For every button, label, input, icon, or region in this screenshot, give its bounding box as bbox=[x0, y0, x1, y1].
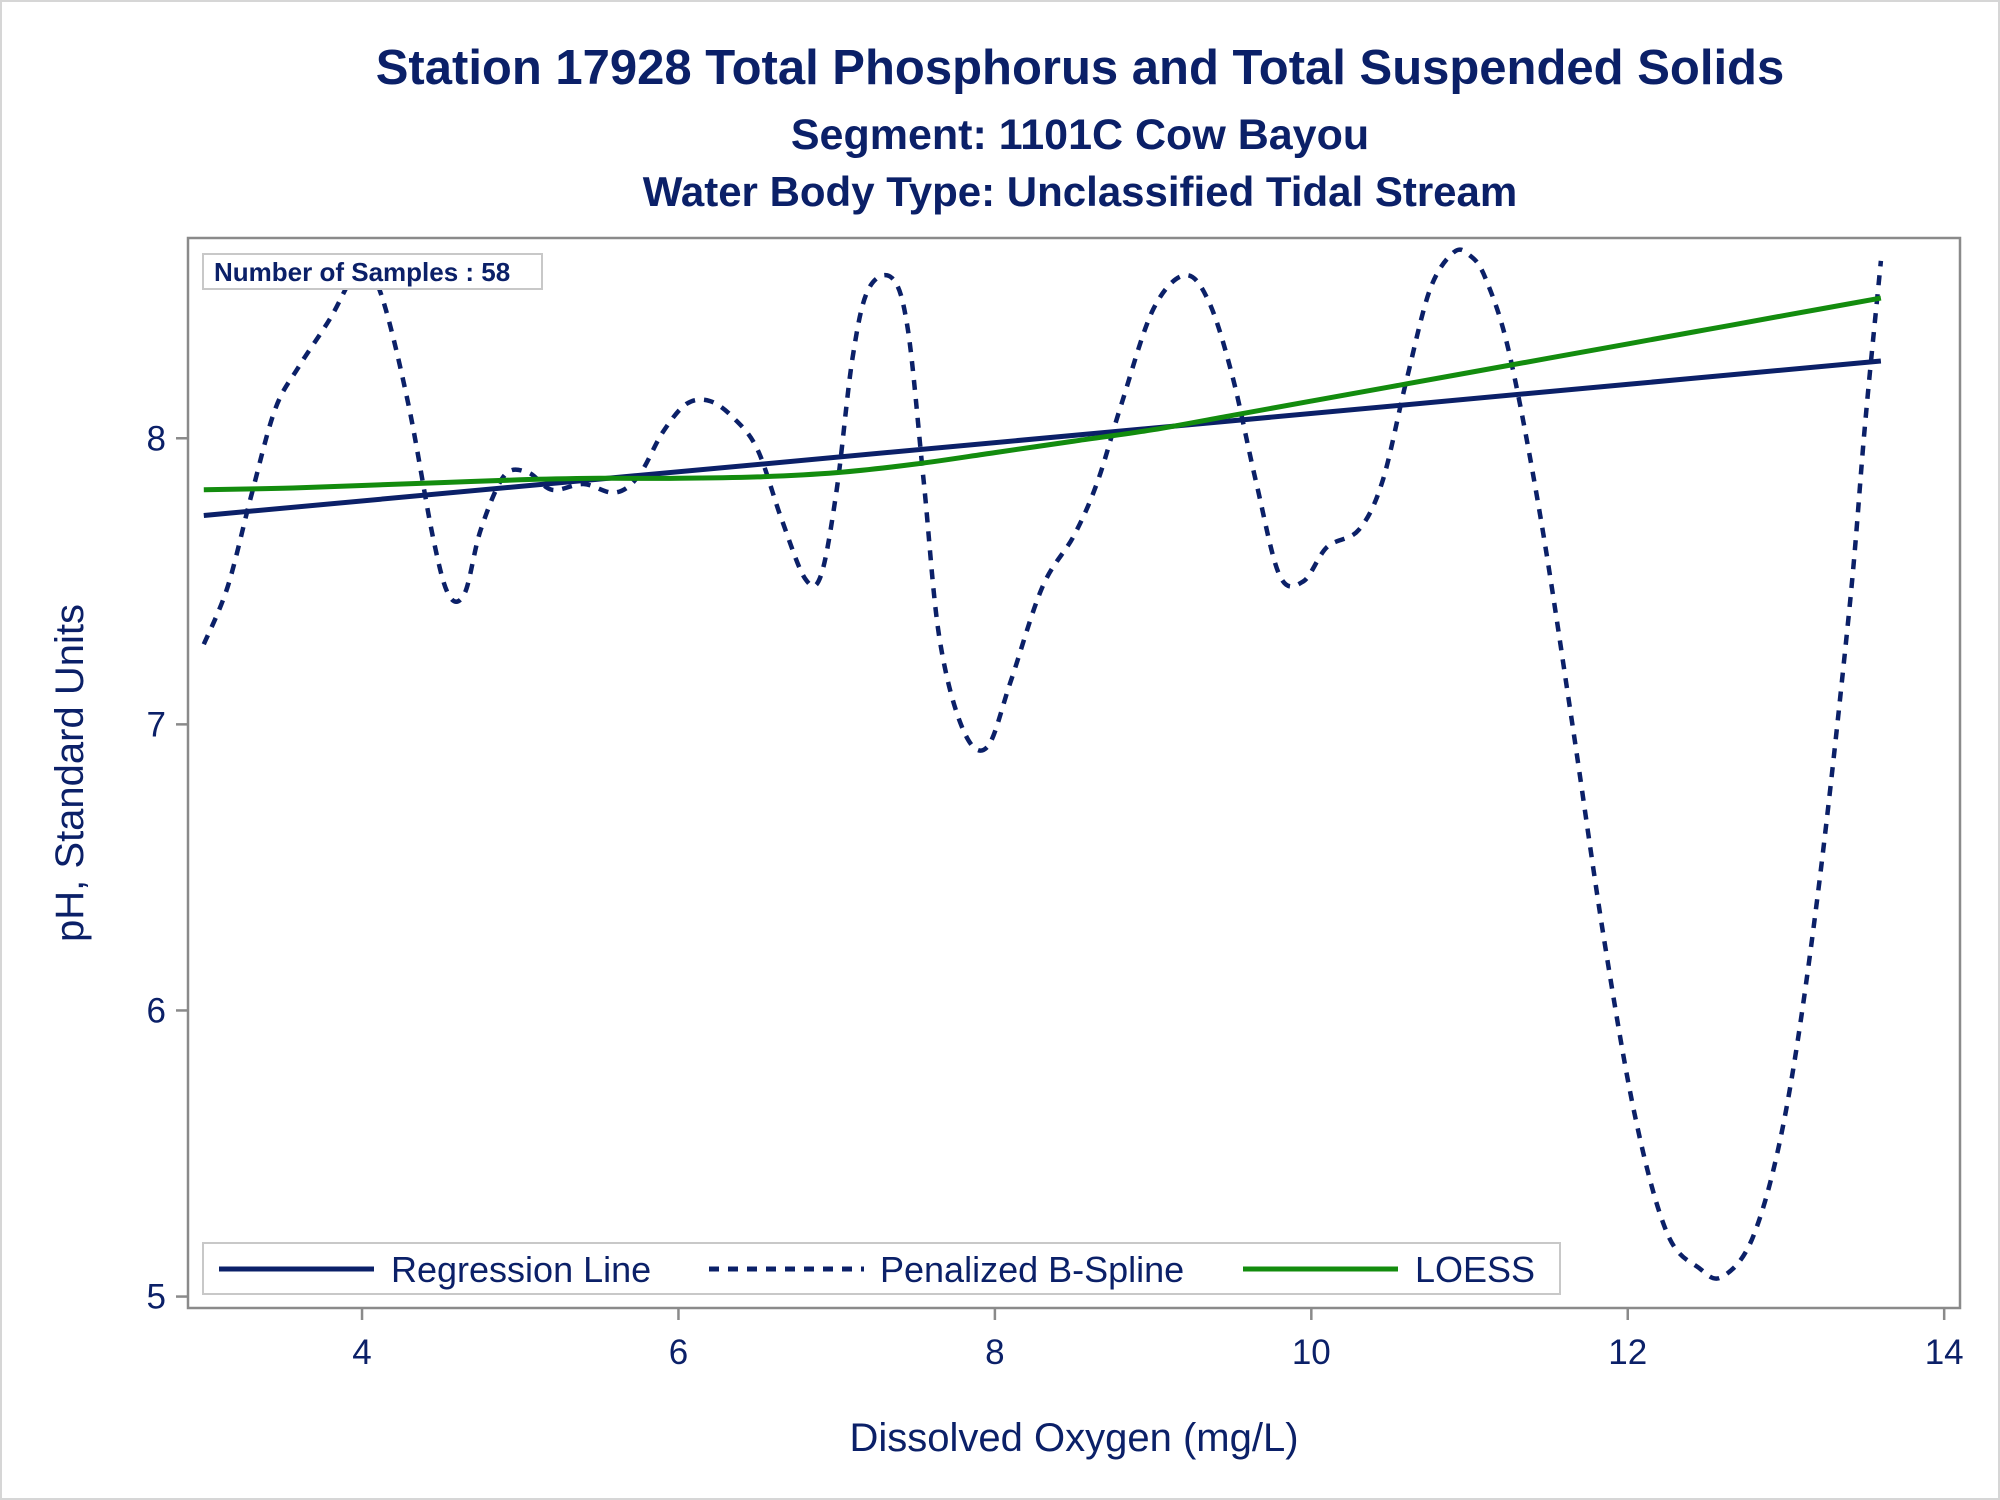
penalized-b-spline bbox=[201, 247, 1884, 1281]
chart-title: Station 17928 Total Phosphorus and Total… bbox=[376, 41, 1785, 95]
x-tick-label: 12 bbox=[1608, 1333, 1647, 1372]
regression-line bbox=[203, 358, 1882, 518]
y-axis-label: pH, Standard Units bbox=[48, 604, 92, 942]
series-layer bbox=[201, 247, 1884, 1281]
x-tick-label: 10 bbox=[1292, 1333, 1331, 1372]
y-tick-label: 8 bbox=[147, 419, 166, 458]
x-tick-label: 6 bbox=[669, 1333, 688, 1372]
legend-label-regression: Regression Line bbox=[391, 1249, 651, 1290]
legend: Regression Line Penalized B-Spline LOESS bbox=[202, 1242, 1561, 1295]
y-axis: 5 6 7 8 bbox=[147, 419, 188, 1317]
legend-label-spline: Penalized B-Spline bbox=[880, 1249, 1184, 1290]
chart-subtitle-waterbody: Water Body Type: Unclassified Tidal Stre… bbox=[643, 168, 1517, 215]
y-tick-label: 7 bbox=[147, 705, 166, 744]
x-tick-label: 8 bbox=[985, 1333, 1004, 1372]
x-tick-label: 14 bbox=[1925, 1333, 1964, 1372]
plot-area bbox=[186, 236, 1962, 1310]
legend-label-loess: LOESS bbox=[1415, 1249, 1535, 1290]
chart-subtitle-segment: Segment: 1101C Cow Bayou bbox=[791, 111, 1369, 159]
y-tick-label: 5 bbox=[147, 1278, 166, 1317]
sample-count-box: Number of Samples : 58 bbox=[202, 253, 543, 290]
x-axis: 4 6 8 10 12 14 bbox=[352, 1308, 1964, 1372]
y-tick-label: 6 bbox=[147, 991, 166, 1030]
x-tick-label: 4 bbox=[352, 1333, 371, 1372]
sample-count-frame bbox=[202, 253, 543, 290]
x-axis-label: Dissolved Oxygen (mg/L) bbox=[849, 1416, 1298, 1460]
loess-line bbox=[203, 295, 1882, 493]
sample-count-label: Number of Samples : 58 bbox=[214, 257, 510, 287]
